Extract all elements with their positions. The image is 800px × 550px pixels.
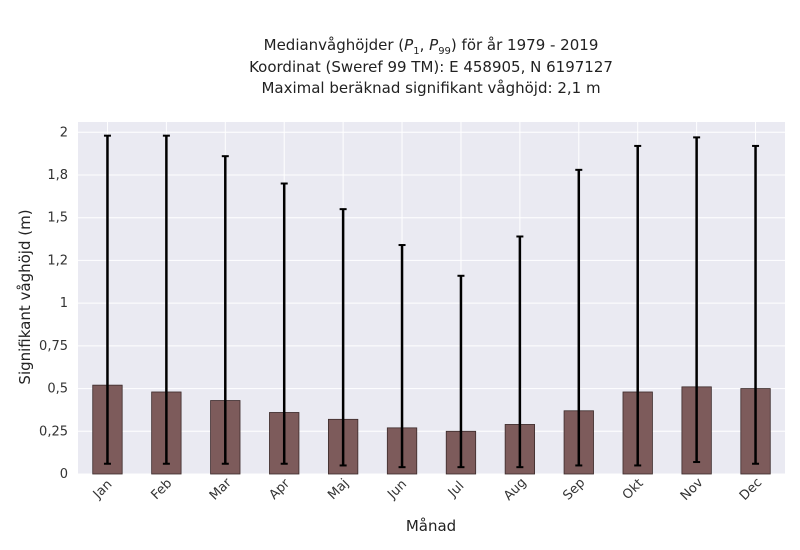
y-tick-label: 1 (60, 296, 68, 311)
x-tick-label: Jul (445, 479, 467, 501)
y-tick-label: 1,2 (47, 253, 68, 268)
y-tick-label: 0 (60, 467, 68, 482)
x-tick-label: Jan (90, 477, 115, 502)
x-axis-label: Månad (406, 517, 456, 535)
x-tick-label: Apr (266, 476, 293, 503)
y-axis-label: Signifikant våghöjd (m) (16, 209, 34, 384)
y-axis-ticks: 0 0,25 0,5 0,75 1 1,2 1,5 1,8 2 (39, 125, 68, 482)
y-tick-label: 1,5 (47, 211, 68, 226)
x-tick-label: Maj (325, 476, 352, 503)
y-tick-label: 0,25 (39, 424, 68, 439)
x-tick-label: Feb (148, 476, 175, 503)
chart-title-line-1: Medianvåghöjder (P1, P99) för år 1979 - … (263, 36, 599, 57)
x-tick-label: Mar (207, 475, 235, 503)
chart-title-line-3: Maximal beräknad signifikant våghöjd: 2,… (261, 79, 601, 97)
y-tick-label: 1,8 (47, 168, 68, 183)
x-tick-label: Jun (384, 477, 410, 503)
x-axis-ticks: Jan Feb Mar Apr Maj Jun Jul Aug Sep Okt Nov Dec (90, 475, 765, 504)
x-tick-label: Dec (737, 475, 765, 503)
y-tick-label: 0,5 (47, 382, 68, 397)
y-tick-label: 2 (60, 125, 68, 140)
plot-area (78, 122, 785, 474)
chart-title-line-2: Koordinat (Sweref 99 TM): E 458905, N 61… (249, 58, 613, 76)
x-tick-label: Aug (501, 475, 530, 504)
x-tick-label: Nov (678, 475, 707, 504)
x-tick-label: Okt (620, 476, 647, 503)
y-tick-label: 0,75 (39, 339, 68, 354)
error-bars (103, 134, 760, 469)
x-tick-label: Sep (560, 476, 588, 504)
